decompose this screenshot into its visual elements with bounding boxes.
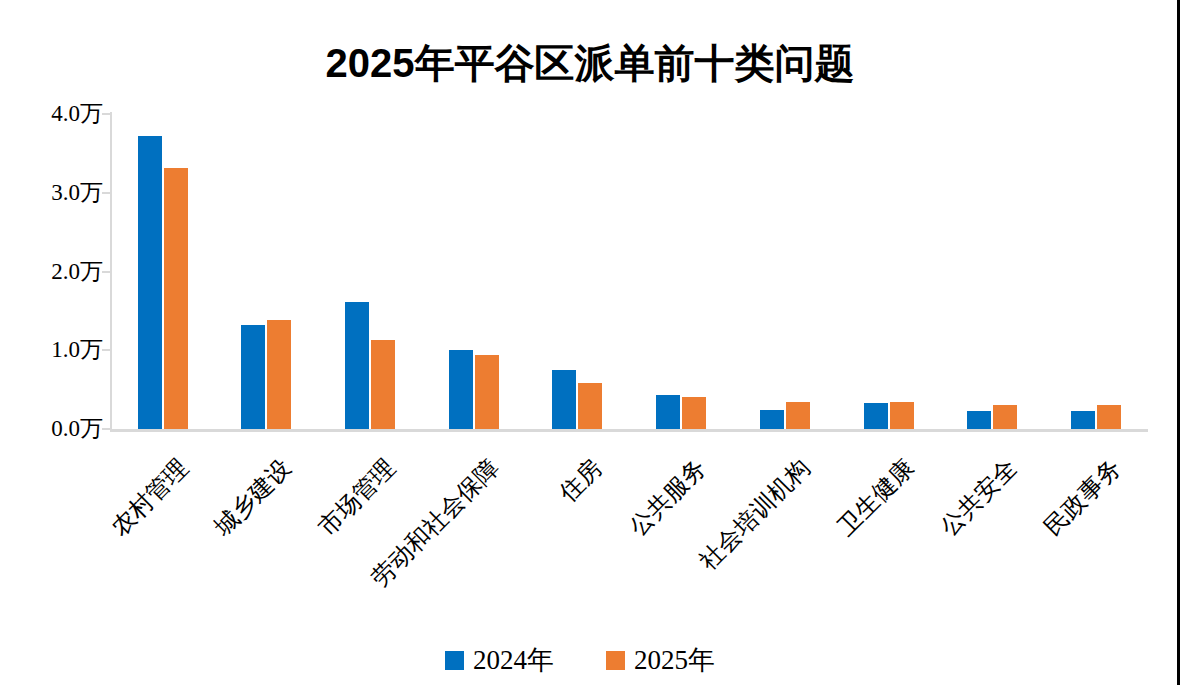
- y-axis-tick: [102, 113, 110, 115]
- bar-2024: [864, 403, 888, 429]
- x-axis-line: [110, 429, 1148, 432]
- bar-2024: [345, 302, 369, 429]
- chart-window: 2025年平谷区派单前十类问题 4.0万 3.0万 2.0万 1.0万 0.0万农村管理…: [0, 0, 1180, 685]
- y-axis-label: 4.0万: [51, 100, 103, 128]
- bar-2024: [552, 370, 576, 429]
- bar-2024: [1071, 411, 1095, 429]
- bar-2025: [1097, 405, 1121, 429]
- y-axis-line: [110, 112, 112, 429]
- y-axis-label: 2.0万: [51, 258, 103, 286]
- category-label: 公共服务: [625, 455, 710, 540]
- bar-2025: [267, 320, 291, 429]
- bar-2025: [682, 397, 706, 429]
- bar-2024: [138, 136, 162, 429]
- legend-swatch-2025: [606, 651, 625, 670]
- bar-2025: [475, 355, 499, 429]
- bar-2025: [164, 168, 188, 429]
- y-axis-label: 1.0万: [51, 336, 103, 364]
- category-label: 民政事务: [1040, 455, 1125, 540]
- bar-2025: [578, 383, 602, 429]
- y-axis-tick: [102, 428, 110, 430]
- bar-2025: [993, 405, 1017, 429]
- category-label: 社会培训机构: [695, 455, 814, 574]
- category-label: 市场管理: [314, 455, 399, 540]
- y-axis-tick: [102, 271, 110, 273]
- legend: 2024年 2025年: [0, 645, 1170, 675]
- category-label: 卫生健康: [833, 455, 918, 540]
- y-axis-label: 3.0万: [51, 179, 103, 207]
- y-axis-tick: [102, 192, 110, 194]
- bar-2024: [760, 410, 784, 429]
- bar-2024: [241, 325, 265, 429]
- y-axis-label: 0.0万: [51, 415, 103, 443]
- bar-2024: [967, 411, 991, 429]
- bar-2025: [890, 402, 914, 429]
- bar-2025: [371, 340, 395, 429]
- chart-title: 2025年平谷区派单前十类问题: [0, 39, 1180, 87]
- category-label: 住房: [555, 455, 606, 506]
- bar-2024: [656, 395, 680, 429]
- y-axis-tick: [102, 349, 110, 351]
- category-label: 城乡建设: [210, 455, 295, 540]
- category-label: 农村管理: [107, 455, 192, 540]
- legend-item-2024: 2024年: [445, 645, 554, 675]
- category-label: 公共安全: [936, 455, 1021, 540]
- bar-2025: [786, 402, 810, 429]
- legend-label: 2024年: [473, 645, 554, 675]
- legend-swatch-2024: [445, 651, 464, 670]
- legend-item-2025: 2025年: [606, 645, 715, 675]
- bar-2024: [449, 350, 473, 429]
- legend-label: 2025年: [634, 645, 715, 675]
